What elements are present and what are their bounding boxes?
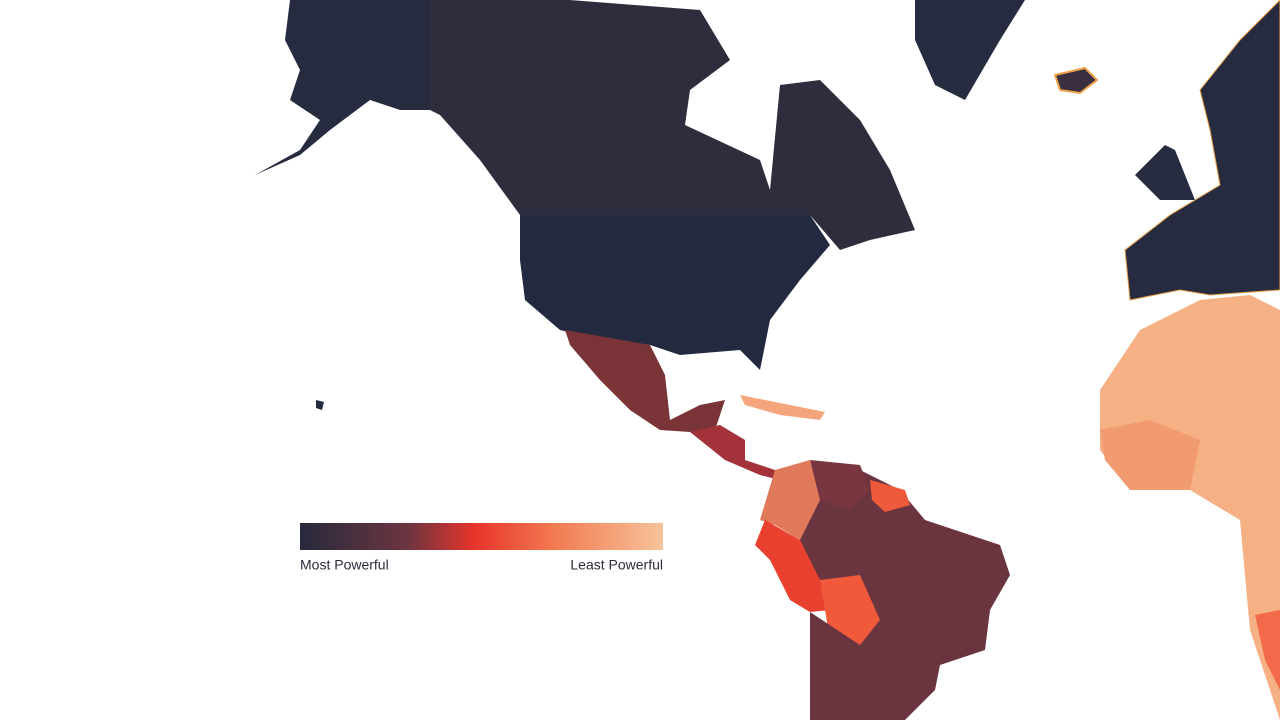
- alaska: [255, 0, 430, 175]
- legend-gradient: [300, 523, 663, 550]
- central-america: [690, 425, 780, 480]
- venezuela: [810, 460, 870, 510]
- usa: [520, 215, 830, 370]
- legend-min-label: Most Powerful: [300, 557, 389, 573]
- southern-cone: [810, 612, 880, 720]
- iceland: [1053, 66, 1099, 95]
- colombia: [760, 460, 820, 540]
- legend: Most Powerful Least Powerful: [300, 523, 663, 573]
- peru: [755, 520, 830, 612]
- countries: [255, 0, 1280, 720]
- greenland: [915, 0, 1025, 100]
- hawaii: [316, 400, 324, 410]
- canada: [430, 0, 915, 250]
- europe: [1124, 0, 1280, 301]
- legend-max-label: Least Powerful: [570, 557, 663, 573]
- africa: [1100, 295, 1280, 720]
- africa-west: [1100, 420, 1200, 490]
- africa-east: [1255, 610, 1280, 690]
- bolivia: [820, 575, 880, 645]
- caribbean: [740, 395, 825, 420]
- uk: [1135, 145, 1195, 200]
- guianas: [870, 480, 910, 512]
- mexico: [565, 330, 725, 432]
